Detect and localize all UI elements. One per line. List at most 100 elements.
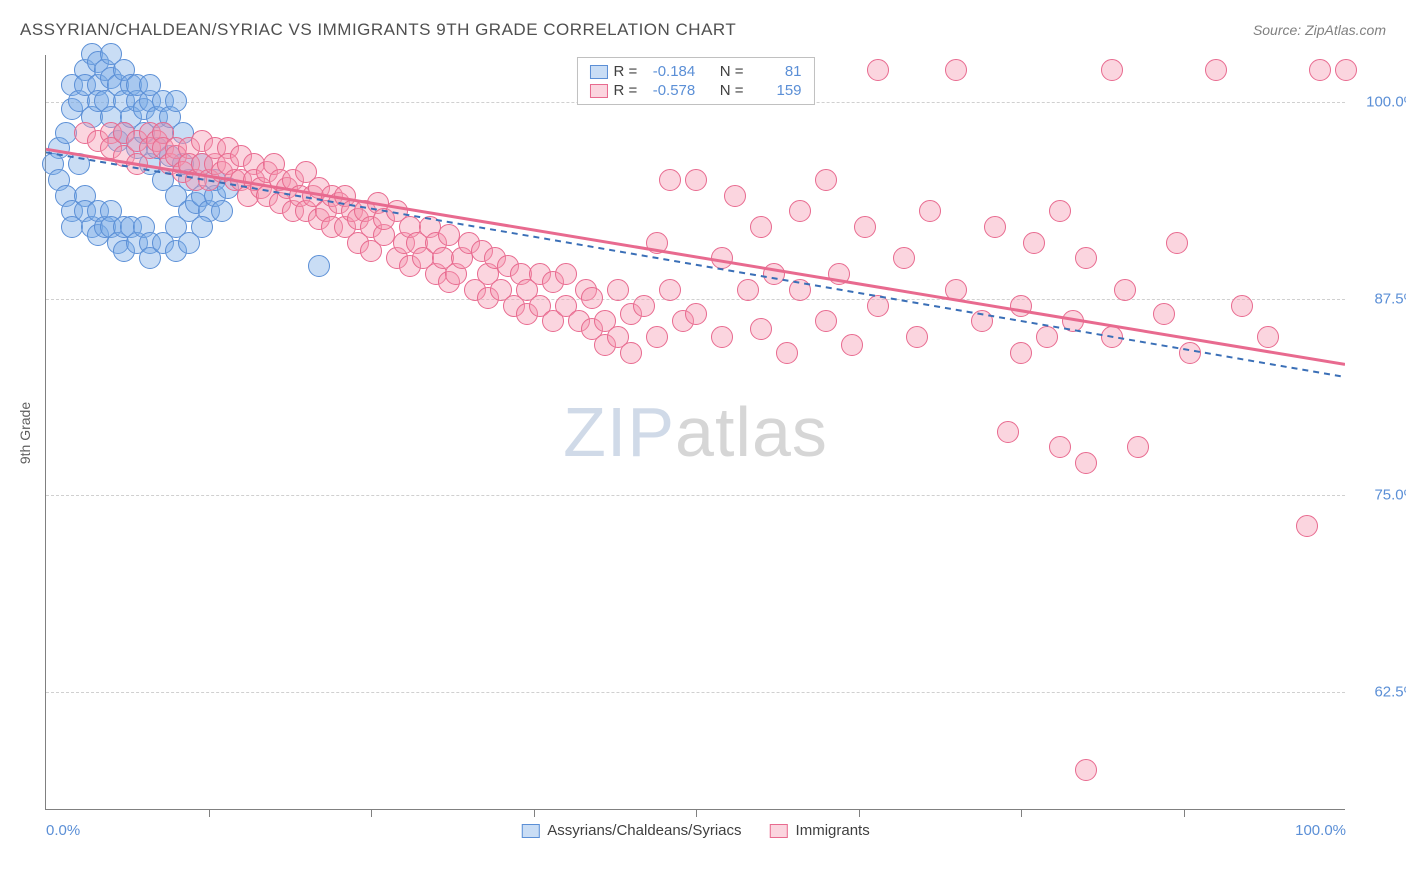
data-point	[1010, 342, 1032, 364]
data-point	[1179, 342, 1201, 364]
data-point	[893, 247, 915, 269]
data-point	[555, 263, 577, 285]
source-label: Source: ZipAtlas.com	[1253, 22, 1386, 38]
r-value: -0.184	[643, 63, 695, 80]
n-value: 159	[750, 82, 802, 99]
data-point	[1166, 232, 1188, 254]
data-point	[1010, 295, 1032, 317]
data-point	[841, 334, 863, 356]
data-point	[854, 216, 876, 238]
series-legend-label: Immigrants	[796, 822, 870, 839]
data-point	[685, 169, 707, 191]
data-point	[620, 342, 642, 364]
legend-swatch	[770, 824, 788, 838]
data-point	[1075, 247, 1097, 269]
data-point	[867, 295, 889, 317]
data-point	[1075, 759, 1097, 781]
n-label: N =	[720, 82, 744, 99]
data-point	[776, 342, 798, 364]
series-legend-label: Assyrians/Chaldeans/Syriacs	[547, 822, 741, 839]
data-point	[1231, 295, 1253, 317]
legend-swatch	[589, 84, 607, 98]
x-tick-mark	[534, 809, 535, 817]
data-point	[750, 216, 772, 238]
data-point	[971, 310, 993, 332]
y-tick-label: 75.0%	[1357, 487, 1406, 504]
data-point	[737, 279, 759, 301]
data-point	[633, 295, 655, 317]
y-tick-label: 87.5%	[1357, 290, 1406, 307]
data-point	[1114, 279, 1136, 301]
data-point	[685, 303, 707, 325]
stats-legend-row: R = -0.578 N = 159	[589, 81, 801, 100]
legend-swatch	[589, 65, 607, 79]
data-point	[1075, 452, 1097, 474]
data-point	[789, 279, 811, 301]
series-legend: Assyrians/Chaldeans/Syriacs Immigrants	[521, 822, 869, 839]
data-point	[607, 279, 629, 301]
plot-area: ZIPatlas 100.0%87.5%75.0%62.5%0.0%100.0%…	[45, 55, 1345, 810]
data-point	[659, 169, 681, 191]
gridline	[46, 299, 1345, 300]
x-tick-label: 0.0%	[46, 822, 80, 839]
data-point	[711, 247, 733, 269]
data-point	[828, 263, 850, 285]
data-point	[1101, 59, 1123, 81]
data-point	[211, 200, 233, 222]
series-legend-item: Immigrants	[770, 822, 870, 839]
stats-legend: R = -0.184 N = 81R = -0.578 N = 159	[576, 57, 814, 105]
data-point	[750, 318, 772, 340]
data-point	[1023, 232, 1045, 254]
watermark: ZIPatlas	[563, 392, 828, 472]
data-point	[1049, 436, 1071, 458]
x-tick-mark	[209, 809, 210, 817]
data-point	[659, 279, 681, 301]
watermark-zip: ZIP	[563, 393, 675, 471]
data-point	[1296, 515, 1318, 537]
x-tick-mark	[1021, 809, 1022, 817]
data-point	[1205, 59, 1227, 81]
data-point	[1153, 303, 1175, 325]
data-point	[165, 90, 187, 112]
data-point	[191, 216, 213, 238]
x-tick-mark	[371, 809, 372, 817]
data-point	[724, 185, 746, 207]
chart-header: ASSYRIAN/CHALDEAN/SYRIAC VS IMMIGRANTS 9…	[20, 20, 1386, 40]
data-point	[1062, 310, 1084, 332]
chart-title: ASSYRIAN/CHALDEAN/SYRIAC VS IMMIGRANTS 9…	[20, 20, 736, 40]
data-point	[815, 310, 837, 332]
legend-swatch	[521, 824, 539, 838]
n-value: 81	[750, 63, 802, 80]
x-tick-label: 100.0%	[1295, 822, 1346, 839]
data-point	[68, 153, 90, 175]
y-axis-label: 9th Grade	[17, 401, 33, 463]
r-label: R =	[613, 82, 637, 99]
data-point	[984, 216, 1006, 238]
data-point	[1049, 200, 1071, 222]
data-point	[1335, 59, 1357, 81]
y-tick-label: 100.0%	[1357, 94, 1406, 111]
n-label: N =	[720, 63, 744, 80]
y-axis-label-container: 9th Grade	[10, 55, 40, 810]
data-point	[789, 200, 811, 222]
data-point	[646, 232, 668, 254]
x-tick-mark	[859, 809, 860, 817]
data-point	[945, 59, 967, 81]
data-point	[1309, 59, 1331, 81]
data-point	[867, 59, 889, 81]
data-point	[1101, 326, 1123, 348]
data-point	[1036, 326, 1058, 348]
data-point	[581, 287, 603, 309]
data-point	[646, 326, 668, 348]
r-value: -0.578	[643, 82, 695, 99]
y-tick-label: 62.5%	[1357, 684, 1406, 701]
data-point	[308, 255, 330, 277]
x-tick-mark	[696, 809, 697, 817]
data-point	[711, 326, 733, 348]
x-tick-mark	[1184, 809, 1185, 817]
stats-legend-row: R =-0.184 N =81	[589, 62, 801, 81]
data-point	[763, 263, 785, 285]
data-point	[815, 169, 837, 191]
data-point	[1257, 326, 1279, 348]
data-point	[906, 326, 928, 348]
